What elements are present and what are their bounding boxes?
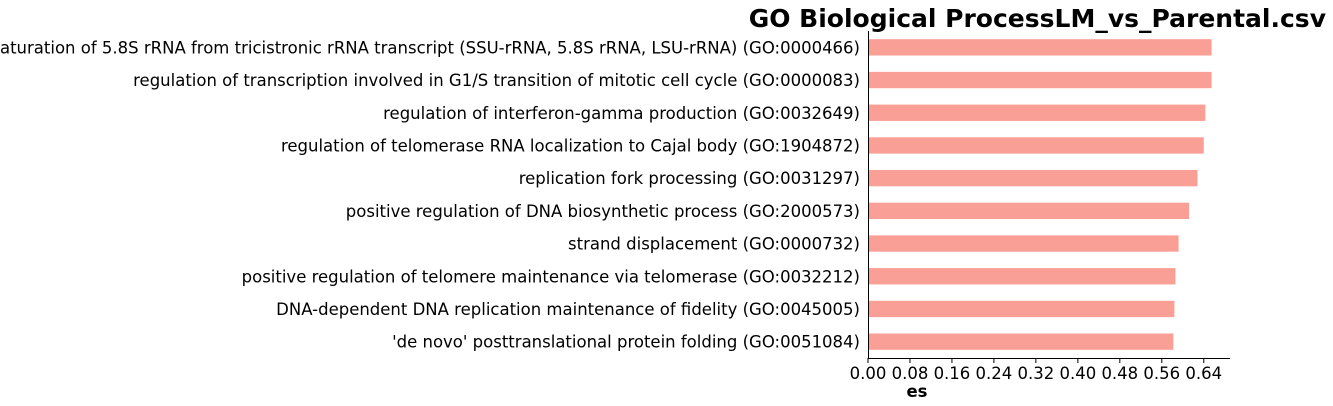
chart-title: GO Biological ProcessLM_vs_Parental.csv [749, 4, 1326, 33]
bar [868, 235, 1179, 252]
x-tick-label: 0.40 [1059, 364, 1096, 383]
category-label: regulation of interferon-gamma productio… [383, 104, 860, 123]
bar [868, 137, 1204, 154]
x-ticks: 0.00 0.08 0.16 0.24 0.32 0.40 0.48 0.56 0.64 [850, 358, 1222, 383]
category-label: 'de novo' posttranslational protein fold… [392, 333, 860, 352]
category-labels: maturation of 5.8S rRNA from tricistroni… [0, 38, 860, 351]
bar [868, 39, 1212, 56]
category-label: maturation of 5.8S rRNA from tricistroni… [0, 38, 860, 57]
category-label: positive regulation of DNA biosynthetic … [346, 202, 860, 221]
x-tick-label: 0.08 [892, 364, 929, 383]
bar [868, 202, 1190, 220]
category-label: replication fork processing (GO:0031297) [519, 169, 860, 188]
x-tick-label: 0.48 [1101, 364, 1138, 383]
category-label: regulation of telomerase RNA localizatio… [281, 136, 860, 155]
category-label: DNA-dependent DNA replication maintenanc… [276, 300, 860, 319]
category-label: regulation of transcription involved in … [133, 71, 860, 90]
x-tick-label: 0.64 [1185, 364, 1222, 383]
bar [868, 169, 1198, 187]
bar [868, 71, 1212, 89]
category-label: strand displacement (GO:0000732) [568, 235, 860, 254]
x-tick-label: 0.16 [934, 364, 971, 383]
bar [868, 333, 1174, 350]
x-axis-label: es [906, 382, 927, 401]
x-tick-label: 0.32 [1018, 364, 1055, 383]
category-label: positive regulation of telomere maintena… [242, 267, 860, 286]
x-tick-label: 0.56 [1143, 364, 1180, 383]
x-tick-label: 0.24 [976, 364, 1013, 383]
bar [868, 300, 1175, 318]
x-tick-label: 0.00 [850, 364, 887, 383]
bar [868, 268, 1176, 285]
bar [868, 104, 1206, 121]
bars-group [868, 39, 1212, 350]
